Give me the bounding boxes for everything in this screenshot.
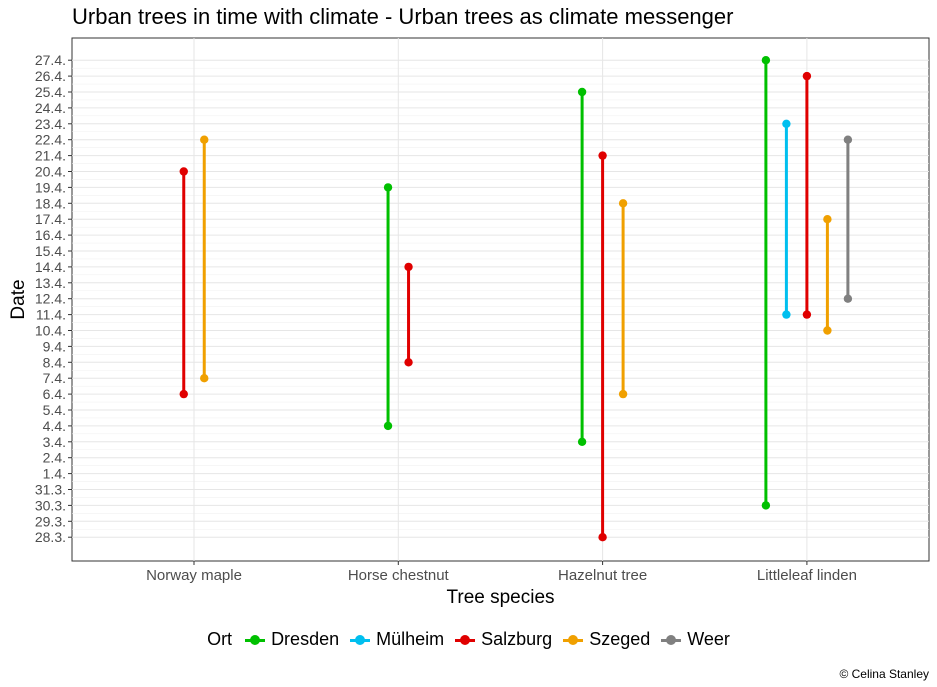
x-tick-label: Norway maple <box>146 567 242 584</box>
range-end-point <box>598 151 607 160</box>
y-tick-label: 25.4. <box>35 84 66 100</box>
y-tick-label: 12.4. <box>35 291 66 307</box>
range-start-point <box>577 437 587 446</box>
legend-key <box>349 630 371 650</box>
range-salzburg <box>802 71 812 319</box>
range-end-point <box>618 199 628 208</box>
range-szeged <box>823 215 832 335</box>
y-tick-label: 29.3. <box>35 513 66 529</box>
y-axis-title: Date <box>8 279 29 319</box>
y-tick-label: 21.4. <box>35 148 66 164</box>
legend-item: Weer <box>660 629 730 650</box>
y-tick-label: 26.4. <box>35 68 66 84</box>
y-tick-label: 13.4. <box>35 275 66 291</box>
y-tick-label: 22.4. <box>35 132 66 148</box>
range-end-point <box>761 56 771 65</box>
range-end-point <box>823 215 832 224</box>
y-tick-label: 4.4. <box>43 418 66 434</box>
y-tick-label: 5.4. <box>43 402 66 418</box>
legend-title: Ort <box>207 629 233 649</box>
range-mlheim <box>782 119 791 319</box>
range-end-point <box>843 135 853 144</box>
y-tick-label: 7.4. <box>43 370 66 386</box>
range-start-point <box>404 358 413 367</box>
range-end-point <box>802 71 812 81</box>
y-tick-label: 8.4. <box>43 354 66 370</box>
y-tick-label: 24.4. <box>35 100 66 116</box>
y-tick-label: 15.4. <box>35 243 66 259</box>
y-tick-label: 27.4. <box>35 52 66 68</box>
y-tick-label: 20.4. <box>35 164 66 180</box>
range-start-point <box>179 389 188 399</box>
plot-panel <box>71 37 930 562</box>
y-tick-label: 16.4. <box>35 227 66 243</box>
y-tick-label: 2.4. <box>43 450 66 466</box>
legend-label: Szeged <box>589 629 651 649</box>
legend-label: Mülheim <box>376 629 445 649</box>
legend-key <box>244 630 266 650</box>
legend-label: Weer <box>687 629 730 649</box>
x-tick-label: Hazelnut tree <box>558 567 647 584</box>
range-end-point <box>404 262 413 272</box>
range-salzburg <box>404 262 413 367</box>
range-end-point <box>383 183 393 192</box>
legend: Ort Dresden Mülheim Salzburg Szeged Weer <box>0 629 937 650</box>
range-salzburg <box>179 167 188 399</box>
range-marks <box>179 56 853 542</box>
range-end-point <box>200 135 209 144</box>
x-tick-label: Horse chestnut <box>348 567 450 584</box>
y-tick-label: 6.4. <box>43 386 66 402</box>
legend-key <box>454 630 476 650</box>
range-salzburg <box>598 151 607 542</box>
y-tick-label: 23.4. <box>35 116 66 132</box>
range-szeged <box>618 199 628 399</box>
y-tick-label: 11.4. <box>36 307 66 323</box>
legend-key <box>562 630 584 650</box>
range-start-point <box>782 310 791 319</box>
y-tick-label: 17.4. <box>35 211 66 227</box>
legend-label: Dresden <box>271 629 340 649</box>
legend-item: Salzburg <box>454 629 552 650</box>
y-tick-label: 9.4. <box>43 338 66 354</box>
range-start-point <box>200 374 209 383</box>
legend-item: Szeged <box>562 629 650 650</box>
range-start-point <box>618 389 628 399</box>
legend-label: Salzburg <box>481 629 553 649</box>
range-weer <box>843 135 853 303</box>
range-start-point <box>598 533 607 542</box>
legend-item: Dresden <box>244 629 339 650</box>
y-tick-label: 19.4. <box>35 179 66 195</box>
range-dresden <box>577 87 587 446</box>
y-tick-label: 31.3. <box>35 482 66 498</box>
y-tick-label: 28.3. <box>35 529 66 545</box>
range-dresden <box>761 56 771 510</box>
caption: © Celina Stanley <box>839 667 929 681</box>
range-start-point <box>761 501 771 510</box>
y-tick-label: 14.4. <box>35 259 66 275</box>
range-start-point <box>823 326 832 335</box>
y-tick-label: 30.3. <box>35 497 66 513</box>
range-end-point <box>179 167 188 176</box>
legend-item: Mülheim <box>349 629 444 650</box>
y-tick-label: 1.4. <box>43 466 66 482</box>
y-tick-label: 10.4. <box>35 323 66 339</box>
chart-title: Urban trees in time with climate - Urban… <box>72 4 734 29</box>
y-tick-label: 3.4. <box>43 434 66 450</box>
range-end-point <box>577 87 587 97</box>
range-start-point <box>843 294 853 303</box>
range-dresden <box>383 183 393 431</box>
x-tick-label: Littleleaf linden <box>757 567 857 584</box>
range-start-point <box>802 310 812 319</box>
x-axis-title: Tree species <box>446 587 554 608</box>
range-szeged <box>200 135 209 383</box>
y-tick-label: 18.4. <box>35 195 66 211</box>
range-end-point <box>782 119 791 128</box>
range-start-point <box>383 421 393 431</box>
axes: 28.3.29.3.30.3.31.3.1.4.2.4.3.4.4.4.5.4.… <box>35 52 857 584</box>
legend-key <box>660 630 682 650</box>
